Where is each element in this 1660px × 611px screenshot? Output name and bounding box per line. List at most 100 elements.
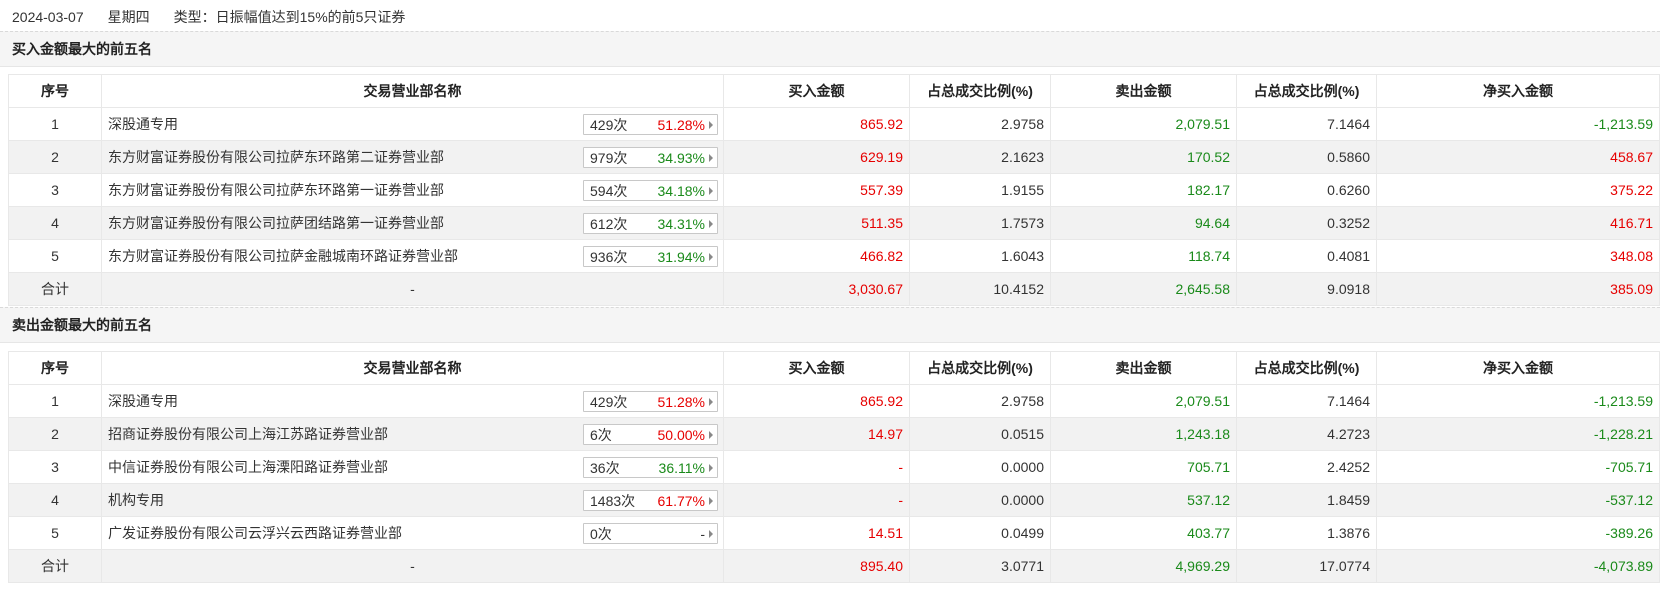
- column-header[interactable]: 序号: [8, 351, 102, 385]
- total-buy-ratio: 10.4152: [909, 272, 1051, 306]
- buy-amount: -: [723, 483, 910, 517]
- chevron-right-icon: [709, 252, 713, 261]
- broker-name-link[interactable]: 深股通专用: [108, 393, 178, 409]
- trade-count: 594次: [590, 182, 628, 199]
- table-row[interactable]: 5 广发证券股份有限公司云浮兴云西路证券营业部 0次 - 14.51 0.0499 403.…: [8, 516, 1660, 550]
- row-index: 4: [8, 206, 102, 240]
- table-row[interactable]: 4 机构专用 1483次 61.77% -0.0000 537.12 1.8459 -537.…: [8, 483, 1660, 517]
- broker-cell: 招商证券股份有限公司上海江苏路证券营业部 6次 50.00%: [101, 417, 724, 451]
- column-header[interactable]: 净买入金额: [1376, 74, 1660, 108]
- column-header[interactable]: 占总成交比例(%): [1236, 74, 1377, 108]
- net-buy-amount: -1,213.59: [1376, 384, 1660, 418]
- row-index: 5: [8, 239, 102, 273]
- chevron-right-icon: [709, 153, 713, 162]
- sell-amount: 705.71: [1050, 450, 1237, 484]
- sell-ratio: 0.4081: [1236, 239, 1377, 273]
- chevron-right-icon: [709, 219, 713, 228]
- table-row[interactable]: 1 深股通专用 429次 51.28% 865.92 2.9758 2,079.51 7.14…: [8, 107, 1660, 141]
- broker-stats-tag[interactable]: 936次 31.94%: [583, 246, 718, 267]
- sell-ratio: 7.1464: [1236, 107, 1377, 141]
- broker-stats-tag[interactable]: 36次 36.11%: [583, 457, 718, 478]
- broker-stats-tag[interactable]: 429次 51.28%: [583, 114, 718, 135]
- trade-count: 429次: [590, 116, 628, 133]
- chevron-right-icon: [709, 463, 713, 472]
- broker-cell: 广发证券股份有限公司云浮兴云西路证券营业部 0次 -: [101, 516, 724, 550]
- buy-amount: 14.97: [723, 417, 910, 451]
- sell-ratio: 0.3252: [1236, 206, 1377, 240]
- trade-count: 612次: [590, 215, 628, 232]
- broker-stats-tag[interactable]: 1483次 61.77%: [583, 490, 718, 511]
- broker-name-link[interactable]: 中信证券股份有限公司上海溧阳路证券营业部: [108, 459, 388, 475]
- broker-stats-tag[interactable]: 612次 34.31%: [583, 213, 718, 234]
- table-row[interactable]: 4 东方财富证券股份有限公司拉萨团结路第一证券营业部 612次 34.31% 511.3…: [8, 206, 1660, 240]
- column-header[interactable]: 占总成交比例(%): [909, 351, 1051, 385]
- buy-amount: 557.39: [723, 173, 910, 207]
- column-header[interactable]: 序号: [8, 74, 102, 108]
- total-buy-ratio: 3.0771: [909, 549, 1051, 583]
- table-row[interactable]: 1 深股通专用 429次 51.28% 865.92 2.9758 2,079.51 7.14…: [8, 384, 1660, 418]
- sell-ratio: 7.1464: [1236, 384, 1377, 418]
- table-row[interactable]: 2 招商证券股份有限公司上海江苏路证券营业部 6次 50.00% 14.97 0.0515…: [8, 417, 1660, 451]
- column-header[interactable]: 占总成交比例(%): [909, 74, 1051, 108]
- weekday-label: 星期四: [107, 9, 150, 25]
- row-index: 2: [8, 140, 102, 174]
- total-row: 合计 -895.40 3.0771 4,969.29 17.0774 -4,073.89: [8, 549, 1660, 583]
- column-header[interactable]: 买入金额: [723, 74, 910, 108]
- broker-name-link[interactable]: 广发证券股份有限公司云浮兴云西路证券营业部: [108, 525, 402, 541]
- sell-amount: 2,079.51: [1050, 384, 1237, 418]
- trade-count: 36次: [590, 459, 620, 476]
- win-rate: 34.31%: [657, 215, 705, 232]
- column-header[interactable]: 买入金额: [723, 351, 910, 385]
- row-index: 3: [8, 173, 102, 207]
- buy-ratio: 0.0000: [909, 483, 1051, 517]
- buy-ratio: 0.0515: [909, 417, 1051, 451]
- total-label: 合计: [8, 549, 102, 583]
- chevron-right-icon: [709, 430, 713, 439]
- column-header[interactable]: 卖出金额: [1050, 74, 1237, 108]
- broker-stats-tag[interactable]: 429次 51.28%: [583, 391, 718, 412]
- total-row: 合计 -3,030.67 10.4152 2,645.58 9.0918 385.09: [8, 272, 1660, 306]
- win-rate: 31.94%: [657, 248, 705, 265]
- net-buy-amount: 375.22: [1376, 173, 1660, 207]
- broker-name-link[interactable]: 招商证券股份有限公司上海江苏路证券营业部: [108, 426, 388, 442]
- broker-stats-tag[interactable]: 594次 34.18%: [583, 180, 718, 201]
- broker-cell: 机构专用 1483次 61.77%: [101, 483, 724, 517]
- buy-amount: 865.92: [723, 384, 910, 418]
- broker-name-link[interactable]: 东方财富证券股份有限公司拉萨金融城南环路证券营业部: [108, 248, 458, 264]
- sell-ratio: 0.5860: [1236, 140, 1377, 174]
- buy-ratio: 0.0000: [909, 450, 1051, 484]
- table-row[interactable]: 2 东方财富证券股份有限公司拉萨东环路第二证券营业部 979次 34.93% 629.1…: [8, 140, 1660, 174]
- buy-amount: 511.35: [723, 206, 910, 240]
- column-header[interactable]: 交易营业部名称: [101, 351, 724, 385]
- broker-name-link[interactable]: 东方财富证券股份有限公司拉萨东环路第一证券营业部: [108, 182, 444, 198]
- sell-ratio: 1.8459: [1236, 483, 1377, 517]
- total-broker-placeholder: -: [101, 272, 724, 306]
- broker-stats-tag[interactable]: 979次 34.93%: [583, 147, 718, 168]
- buy-section-title: 买入金额最大的前五名: [0, 31, 1660, 67]
- net-buy-amount: 458.67: [1376, 140, 1660, 174]
- net-buy-amount: 348.08: [1376, 239, 1660, 273]
- table-row[interactable]: 5 东方财富证券股份有限公司拉萨金融城南环路证券营业部 936次 31.94% 466.…: [8, 239, 1660, 273]
- sell-amount: 182.17: [1050, 173, 1237, 207]
- sell-ratio: 4.2723: [1236, 417, 1377, 451]
- net-buy-amount: -1,213.59: [1376, 107, 1660, 141]
- table-row[interactable]: 3 中信证券股份有限公司上海溧阳路证券营业部 36次 36.11% -0.0000 705…: [8, 450, 1660, 484]
- column-header[interactable]: 占总成交比例(%): [1236, 351, 1377, 385]
- header-bar: 2024-03-07 星期四 类型：日振幅值达到15%的前5只证券: [12, 6, 405, 28]
- chevron-right-icon: [709, 397, 713, 406]
- trade-count: 6次: [590, 426, 612, 443]
- table-row[interactable]: 3 东方财富证券股份有限公司拉萨东环路第一证券营业部 594次 34.18% 557.3…: [8, 173, 1660, 207]
- buy-amount: -: [723, 450, 910, 484]
- broker-stats-tag[interactable]: 6次 50.00%: [583, 424, 718, 445]
- chevron-right-icon: [709, 529, 713, 538]
- broker-name-link[interactable]: 东方财富证券股份有限公司拉萨东环路第二证券营业部: [108, 149, 444, 165]
- type-label: 类型：日振幅值达到15%的前5只证券: [173, 9, 406, 25]
- broker-stats-tag[interactable]: 0次 -: [583, 523, 718, 544]
- broker-name-link[interactable]: 深股通专用: [108, 116, 178, 132]
- sell-amount: 94.64: [1050, 206, 1237, 240]
- broker-name-link[interactable]: 东方财富证券股份有限公司拉萨团结路第一证券营业部: [108, 215, 444, 231]
- column-header[interactable]: 卖出金额: [1050, 351, 1237, 385]
- broker-name-link[interactable]: 机构专用: [108, 492, 164, 508]
- column-header[interactable]: 交易营业部名称: [101, 74, 724, 108]
- column-header[interactable]: 净买入金额: [1376, 351, 1660, 385]
